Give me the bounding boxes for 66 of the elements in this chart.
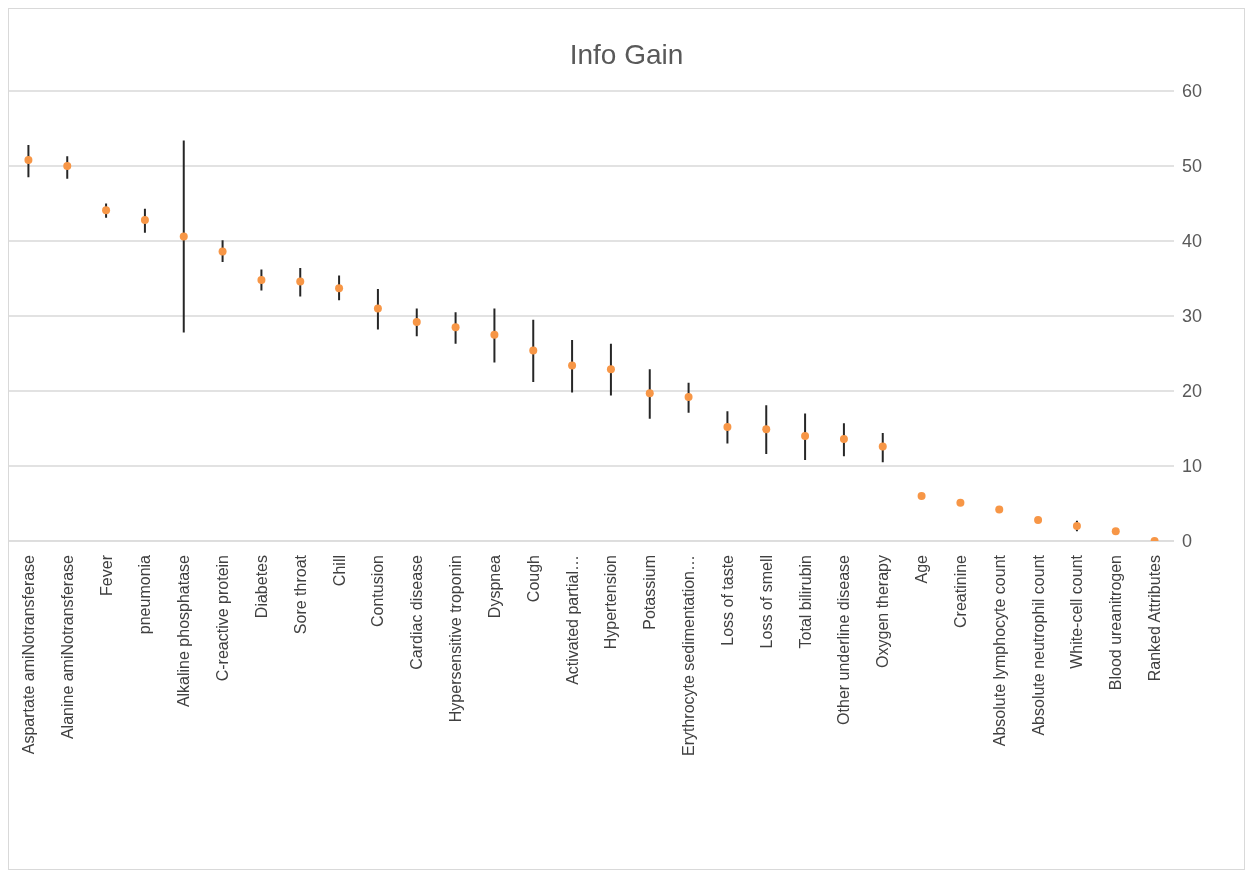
x-tick-label: Diabetes xyxy=(252,555,270,619)
point xyxy=(645,389,654,398)
x-tick-label: Cough xyxy=(524,555,542,603)
x-tick-label: Hypertension xyxy=(602,555,620,650)
x-tick-label: Ranked Attributes xyxy=(1146,555,1164,682)
x-tick-label: Loss of taste xyxy=(718,554,736,646)
point xyxy=(956,498,965,507)
x-tick-label: Aspartate amiNotransferase xyxy=(19,554,37,755)
point xyxy=(63,162,72,170)
x-tick-label: Sore throat xyxy=(291,554,309,635)
point xyxy=(917,492,926,500)
x-tick-label: pneumonia xyxy=(136,554,154,635)
y-tick-label: 20 xyxy=(1182,381,1203,402)
point xyxy=(1111,527,1120,536)
point xyxy=(179,232,188,241)
point xyxy=(24,156,33,164)
point xyxy=(218,247,227,256)
x-tick-label: Potassium xyxy=(641,555,659,630)
x-tick-label: Contusion xyxy=(369,555,387,628)
y-tick-label: 40 xyxy=(1182,231,1203,252)
y-tick-label: 0 xyxy=(1182,531,1193,552)
y-tick-label: 50 xyxy=(1182,156,1203,177)
x-tick-label: White-cell count xyxy=(1068,554,1086,669)
x-tick-label: Chill xyxy=(330,555,348,587)
x-tick-label: Loss of smell xyxy=(757,555,775,649)
x-tick-label: Age xyxy=(913,554,931,584)
point xyxy=(995,505,1004,514)
y-tick-label: 30 xyxy=(1182,306,1203,327)
x-tick-label: Cardiac disease xyxy=(408,554,426,670)
point xyxy=(606,365,615,374)
x-tick-label: Alkaline phosphatase xyxy=(175,554,193,708)
point xyxy=(529,346,538,355)
point xyxy=(801,432,810,440)
x-tick-label: Dyspnea xyxy=(485,554,503,619)
x-tick-label: Activated partial… xyxy=(563,555,581,685)
x-tick-label: Creatinine xyxy=(951,554,969,628)
x-tick-label: Blood ureanitrogen xyxy=(1107,555,1125,691)
point xyxy=(296,277,305,286)
x-tick-label: Absolute neutrophil count xyxy=(1029,554,1047,736)
x-tick-label: Oxygen therapy xyxy=(874,555,892,668)
chart-title: Info Gain xyxy=(568,38,685,71)
x-tick-label: Fever xyxy=(97,554,115,596)
y-tick-label: 10 xyxy=(1182,456,1203,477)
x-tick-label: Absolute lymphocyte count xyxy=(990,554,1008,747)
point xyxy=(723,423,732,431)
point xyxy=(684,393,693,401)
x-tick-label: Other underline disease xyxy=(835,554,853,725)
y-tick-label: 60 xyxy=(1182,81,1203,102)
point xyxy=(839,435,848,443)
point xyxy=(412,318,421,326)
x-tick-label: Erythrocyte sedimentation… xyxy=(680,555,698,756)
point xyxy=(373,304,382,313)
point xyxy=(140,216,149,224)
point xyxy=(490,330,499,339)
point xyxy=(762,425,771,434)
point xyxy=(335,284,344,293)
point xyxy=(257,276,266,284)
point xyxy=(568,361,577,370)
point xyxy=(1034,516,1043,524)
x-tick-label: Total bilirubin xyxy=(796,555,814,649)
x-tick-label: Hypersensitive troponin xyxy=(447,555,465,723)
x-tick-label: Alanine amiNotransferase xyxy=(58,554,76,740)
point xyxy=(878,442,887,451)
point xyxy=(451,323,460,332)
x-tick-label: C-reactive protein xyxy=(214,555,232,682)
point xyxy=(102,206,111,215)
